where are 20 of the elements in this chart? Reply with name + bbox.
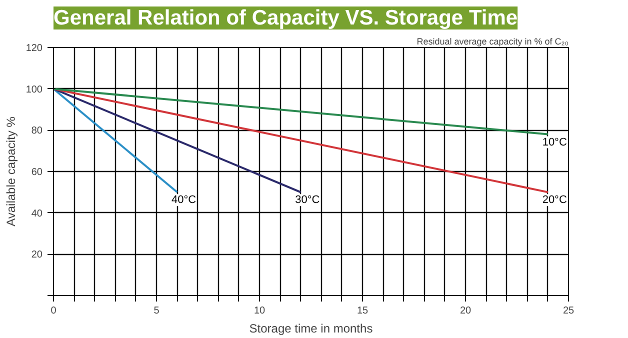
series-label: 10°C: [542, 136, 567, 148]
series-label: 20°C: [542, 194, 567, 206]
x-tick-label: 5: [154, 306, 160, 316]
x-axis-title: Storage time in months: [249, 322, 373, 336]
y-axis-title: Available capacity %: [4, 116, 18, 226]
x-tick-label: 15: [356, 306, 368, 316]
y-tick-label: 40: [31, 208, 43, 220]
y-tick-label: 20: [31, 250, 43, 261]
x-tick-label: 25: [562, 306, 574, 316]
x-tick-label: 0: [50, 306, 57, 316]
y-tick-label: 100: [26, 84, 43, 96]
text: Residual average capacity in % of C₂₀: [416, 36, 569, 46]
x-tick-label: 20: [460, 306, 472, 316]
y-tick-label: 120: [26, 43, 43, 54]
series-label: 30°C: [295, 194, 320, 206]
chart-title: General Relation of Capacity VS. Storage Time: [54, 6, 518, 30]
y-tick-label: 80: [31, 126, 43, 137]
series-label: 40°C: [172, 194, 196, 206]
y-tick-label: 60: [31, 167, 43, 178]
x-tick-label: 10: [254, 306, 266, 316]
